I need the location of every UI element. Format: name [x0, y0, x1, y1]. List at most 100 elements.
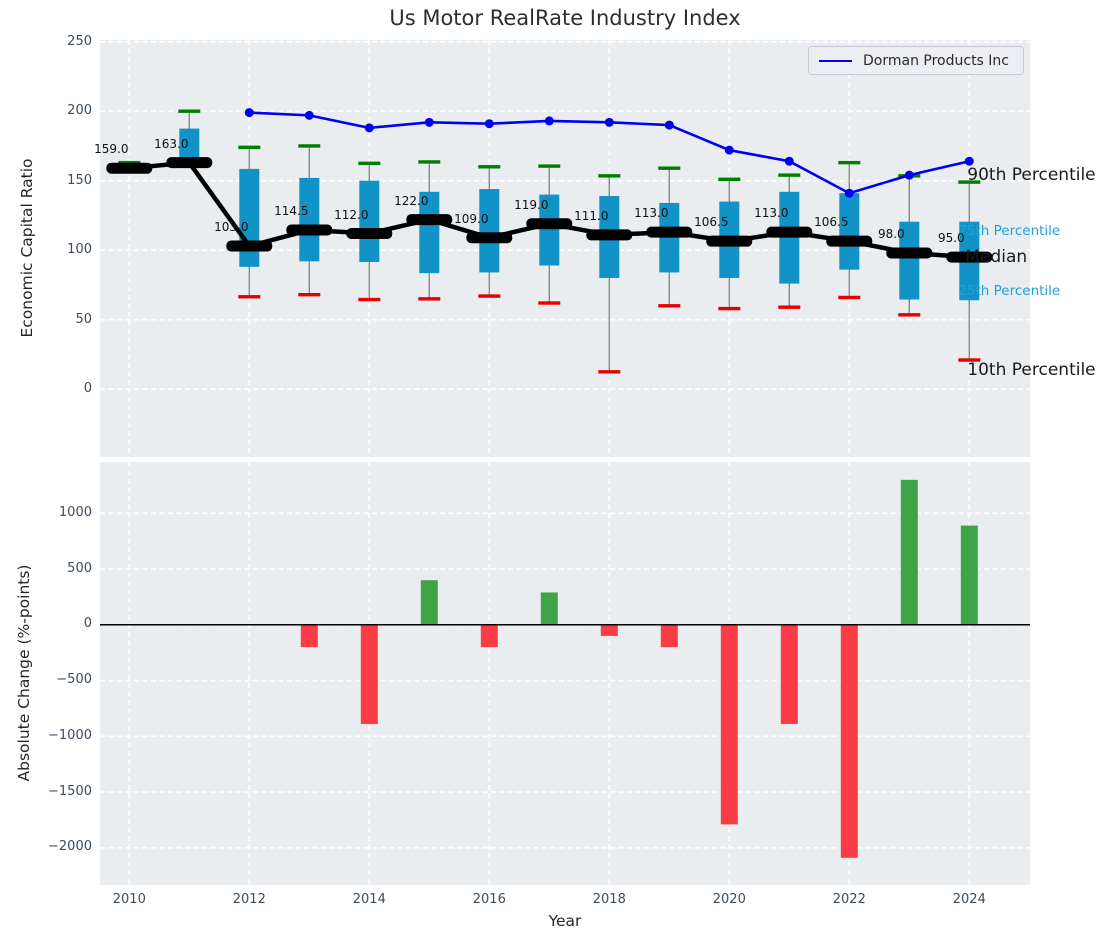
bottom-y-axis-label: Absolute Change (%-points) — [15, 564, 33, 782]
median-value-label: 163.0 — [154, 136, 189, 151]
bar-positive — [540, 591, 558, 625]
percentile-box — [179, 128, 200, 165]
cap-10th — [718, 306, 741, 311]
median-marker — [406, 214, 453, 226]
median-marker — [466, 232, 513, 244]
median-marker — [286, 224, 333, 236]
bottom-y-tick-label: −1000 — [48, 727, 92, 743]
bottom-y-tick-label: 1000 — [58, 504, 92, 520]
cap-10th — [658, 304, 681, 308]
median-value-label: 98.0 — [877, 226, 905, 241]
percentile-box — [779, 191, 800, 284]
bottom-y-tick-label: 0 — [83, 616, 92, 632]
median-marker — [766, 226, 813, 238]
bar-negative — [600, 624, 618, 636]
percentile-box — [839, 193, 860, 270]
bar-negative — [300, 624, 318, 647]
bottom-axes — [100, 461, 1030, 885]
bottom-y-tick-label: 500 — [67, 560, 92, 576]
median-marker — [526, 218, 573, 230]
percentile-box — [299, 177, 320, 262]
percentile-box — [419, 191, 440, 274]
bottom-plot-canvas — [100, 461, 1030, 885]
cap-10th — [598, 370, 621, 374]
cap-90th — [418, 160, 441, 164]
annotation-10th-percentile: 10th Percentile — [967, 360, 1096, 380]
cap-90th — [658, 166, 681, 170]
bar-negative — [780, 624, 798, 724]
bar-negative — [480, 624, 498, 647]
median-marker — [706, 235, 753, 247]
median-value-label: 95.0 — [937, 231, 965, 246]
x-tick-label: 2014 — [352, 892, 386, 907]
top-y-axis-label: Economic Capital Ratio — [18, 158, 36, 338]
company-line-marker — [604, 117, 614, 127]
percentile-box — [539, 194, 560, 266]
x-axis-label: Year — [548, 912, 582, 930]
company-line-marker — [784, 156, 794, 166]
cap-90th — [718, 177, 741, 182]
company-line-marker — [484, 119, 494, 129]
cap-10th — [538, 301, 561, 305]
company-line-marker — [544, 116, 554, 126]
median-value-label: 114.5 — [274, 204, 309, 219]
cap-10th — [778, 305, 801, 309]
x-tick-label: 2020 — [712, 892, 746, 907]
x-tick-label: 2016 — [472, 892, 506, 907]
bar-positive — [900, 479, 918, 625]
legend-line-sample — [819, 59, 852, 62]
bottom-y-tick-label: −500 — [56, 672, 92, 688]
bar-negative — [840, 624, 858, 858]
top-plot-canvas — [100, 40, 1030, 457]
company-line-marker — [904, 170, 914, 180]
company-line-marker — [424, 117, 434, 127]
cap-90th — [778, 173, 801, 177]
top-y-tick-label: 50 — [75, 311, 92, 327]
median-value-label: 106.5 — [814, 215, 849, 230]
cap-90th — [478, 165, 501, 169]
cap-10th — [358, 297, 381, 302]
cap-90th — [358, 161, 381, 166]
company-line-marker — [244, 108, 254, 118]
bar-negative — [660, 624, 678, 647]
chart-title: Us Motor RealRate Industry Index — [389, 6, 741, 30]
median-value-label: 159.0 — [94, 142, 129, 157]
percentile-box — [659, 202, 680, 273]
percentile-box — [899, 221, 920, 300]
bar-positive — [960, 525, 978, 625]
company-line-marker — [844, 188, 854, 198]
top-y-tick-label: 200 — [67, 103, 92, 119]
median-marker — [166, 157, 213, 169]
cap-90th — [178, 109, 201, 113]
x-tick-label: 2022 — [832, 892, 866, 907]
median-marker — [226, 240, 273, 252]
median-value-label: 106.5 — [694, 215, 729, 230]
median-marker — [106, 162, 153, 174]
median-value-label: 112.0 — [334, 207, 369, 222]
x-tick-label: 2018 — [592, 892, 626, 907]
company-line-marker — [304, 110, 314, 120]
top-axes: Dorman Products Inc 90th Percentile 75th… — [94, 40, 1096, 457]
median-marker — [886, 247, 933, 259]
cap-90th — [298, 144, 321, 148]
median-marker — [646, 226, 693, 238]
cap-90th — [838, 160, 861, 165]
company-line-marker — [964, 156, 974, 166]
annotation-25th-percentile: 25th Percentile — [958, 283, 1061, 300]
cap-10th — [418, 297, 441, 301]
median-value-label: 119.0 — [514, 197, 549, 212]
x-tick-label: 2010 — [112, 892, 146, 907]
company-line-marker — [364, 123, 374, 133]
median-value-label: 113.0 — [634, 206, 669, 221]
cap-10th — [838, 295, 861, 300]
median-value-label: 109.0 — [454, 211, 489, 226]
cap-10th — [478, 294, 501, 298]
legend: Dorman Products Inc — [808, 46, 1024, 75]
cap-10th — [298, 292, 321, 297]
top-y-tick-label: 0 — [83, 381, 92, 397]
median-value-label: 111.0 — [574, 208, 609, 223]
top-y-tick-label: 150 — [67, 172, 92, 188]
cap-90th — [238, 145, 261, 150]
annotation-75th-percentile: 75th Percentile — [958, 222, 1061, 239]
